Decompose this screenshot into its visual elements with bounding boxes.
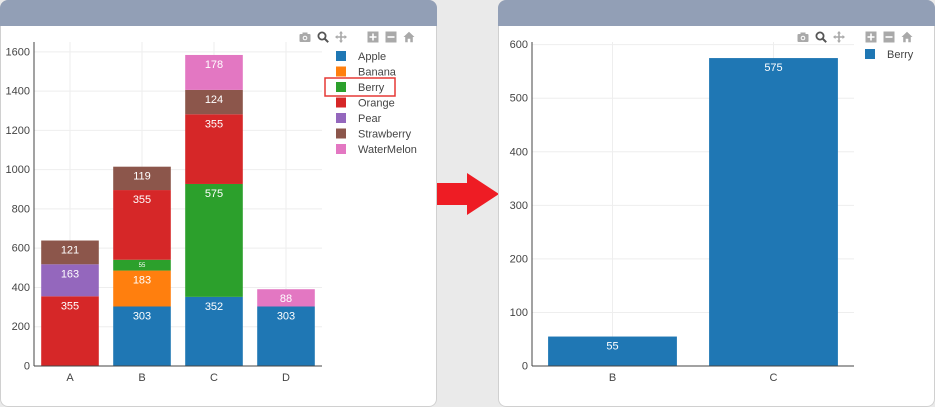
data-label-orange-a: 355	[61, 300, 79, 312]
right-chart-panel: 0 100 200 300 400 500 600 55 B 575 C Berry	[498, 0, 935, 407]
home-icon[interactable]	[901, 31, 913, 43]
x-tick-label: A	[66, 372, 74, 384]
data-label-orange-b: 355	[133, 194, 151, 206]
legend-swatch-banana	[336, 66, 346, 77]
legend-label-orange: Orange	[358, 98, 395, 110]
y-tick-label: 1000	[6, 164, 30, 176]
data-label-apple-d: 303	[277, 311, 295, 323]
y-tick-label: 100	[510, 307, 528, 319]
x-tick-label: D	[282, 372, 290, 384]
data-label-berry-c: 575	[764, 62, 782, 74]
data-label-watermelon-c: 178	[205, 59, 223, 71]
bar-watermelon-c	[185, 54, 243, 90]
bar-orange-b	[113, 190, 171, 260]
zoom-in-icon[interactable]	[367, 31, 379, 43]
x-tick-label: C	[770, 372, 778, 384]
zoom-in-icon[interactable]	[865, 31, 877, 43]
bar-orange-a	[41, 296, 99, 366]
left-chart-panel: 0 200 400 600 800 1000 1200 1400 1600 355 163 121 A 3…	[0, 0, 437, 407]
pan-icon[interactable]	[833, 31, 845, 43]
bar-pear-a	[41, 264, 99, 297]
transition-arrow	[437, 173, 499, 215]
bar-berry-c	[185, 183, 243, 297]
y-tick-label: 600	[12, 243, 30, 255]
legend-swatch-strawberry	[336, 128, 346, 139]
legend-highlight-box	[324, 77, 396, 97]
data-label-apple-b: 303	[133, 311, 151, 323]
y-tick-label: 800	[12, 203, 30, 215]
legend-swatch-watermelon	[336, 144, 346, 154]
bar-orange-c	[185, 114, 243, 184]
bar-apple-b	[113, 306, 171, 366]
y-tick-label: 0	[24, 361, 30, 373]
data-label-berry-c: 575	[205, 188, 223, 200]
y-tick-label: 200	[12, 321, 30, 333]
legend-label-strawberry: Strawberry	[358, 129, 412, 141]
legend-swatch-berry	[865, 49, 875, 59]
bar-berry-b	[113, 259, 171, 271]
left-panel-header	[0, 0, 437, 26]
data-label-banana-b: 183	[133, 275, 151, 287]
y-tick-label: 500	[510, 93, 528, 105]
y-tick-label: 400	[510, 146, 528, 158]
data-label-strawberry-a: 121	[61, 245, 79, 257]
pan-icon[interactable]	[335, 31, 347, 43]
y-tick-label: 300	[510, 200, 528, 212]
x-tick-label: C	[210, 372, 218, 384]
data-label-pear-a: 163	[61, 268, 79, 280]
home-icon[interactable]	[403, 31, 415, 43]
y-tick-label: 200	[510, 253, 528, 265]
bar-apple-c	[185, 296, 243, 366]
data-label-strawberry-b: 119	[133, 171, 151, 183]
x-tick-label: B	[138, 372, 145, 384]
legend-swatch-orange	[336, 97, 346, 108]
right-panel-header	[498, 0, 935, 26]
zoom-out-icon[interactable]	[883, 31, 895, 43]
y-tick-label: 400	[12, 282, 30, 294]
data-label-berry-b: 55	[606, 341, 618, 353]
left-modebar	[299, 30, 415, 44]
legend-swatch-apple	[336, 51, 346, 61]
legend-label-banana: Banana	[358, 67, 397, 79]
bar-watermelon-d	[257, 289, 315, 307]
data-label-orange-c: 355	[205, 118, 223, 130]
bar-berry-b	[548, 336, 677, 366]
bar-strawberry-c	[185, 89, 243, 115]
y-tick-label: 1200	[6, 125, 30, 137]
zoom-icon[interactable]	[815, 31, 827, 43]
data-label-apple-c: 352	[205, 301, 223, 313]
camera-icon[interactable]	[797, 31, 809, 43]
y-tick-label: 1400	[6, 86, 30, 98]
bar-strawberry-b	[113, 166, 171, 191]
legend-label-watermelon: WaterMelon	[358, 144, 417, 156]
y-tick-label: 1600	[6, 46, 30, 58]
bar-strawberry-a	[41, 240, 99, 265]
legend-label-berry: Berry	[358, 82, 385, 94]
y-tick-label: 600	[510, 39, 528, 51]
right-bar-chart: 0 100 200 300 400 500 600 55 B 575 C Berry	[510, 39, 914, 384]
x-tick-label: B	[609, 372, 616, 384]
legend-swatch-berry	[336, 82, 346, 92]
zoom-out-icon[interactable]	[385, 31, 397, 43]
zoom-icon[interactable]	[317, 31, 329, 43]
legend-label-pear: Pear	[358, 113, 382, 125]
bar-banana-b	[113, 270, 171, 307]
data-label-strawberry-c: 124	[205, 94, 223, 106]
legend-label-berry: Berry	[887, 49, 914, 61]
camera-icon[interactable]	[299, 31, 311, 43]
right-modebar	[797, 30, 913, 44]
data-label-watermelon-d: 88	[280, 293, 292, 305]
bar-apple-d	[257, 306, 315, 366]
left-stacked-bar-chart: 0 200 400 600 800 1000 1200 1400 1600 355 163 121 A 3…	[6, 42, 417, 384]
legend-swatch-pear	[336, 113, 346, 123]
legend-label-apple: Apple	[358, 51, 386, 63]
bar-berry-c	[709, 58, 838, 367]
data-label-berry-b: 55	[139, 263, 146, 269]
y-tick-label: 0	[522, 361, 528, 373]
